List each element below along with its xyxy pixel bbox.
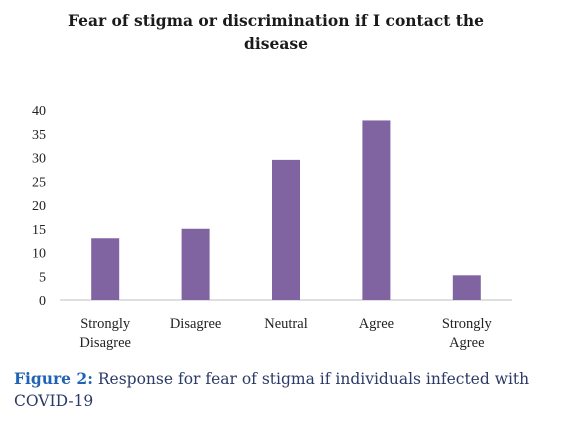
bar	[452, 275, 481, 300]
x-category-label: Disagree	[170, 316, 222, 332]
y-tick-label: 0	[39, 294, 46, 309]
bar	[362, 120, 391, 300]
bar-chart: Fear of stigma or discrimination if I co…	[32, 11, 512, 351]
bar	[181, 228, 210, 300]
x-axis-categories: Strongly Disagree Disagree Neutral Agree Stro…	[79, 316, 492, 351]
bars	[91, 120, 481, 300]
chart-title: Fear of stigma or discrimination if I co…	[68, 11, 484, 53]
y-tick-label: 40	[32, 104, 46, 119]
y-tick-label: 25	[32, 175, 46, 190]
y-tick-label: 15	[32, 223, 46, 238]
y-tick-label: 5	[39, 270, 46, 285]
x-category-label: Strongly	[442, 316, 493, 332]
x-category-label: Strongly	[80, 316, 131, 332]
figure-caption: Figure 2: Response for fear of stigma if…	[14, 368, 574, 412]
x-category-label: Disagree	[79, 335, 131, 351]
x-category-label: Neutral	[264, 316, 307, 332]
bar	[272, 159, 300, 300]
y-tick-label: 20	[32, 199, 46, 214]
chart-title-line: disease	[244, 34, 308, 53]
y-tick-label: 35	[32, 128, 46, 143]
x-category-label: Agree	[359, 316, 394, 332]
chart-title-line: Fear of stigma or discrimination if I co…	[68, 11, 484, 30]
y-tick-label: 10	[32, 247, 46, 262]
figure-caption-text: Response for fear of stigma if individua…	[14, 370, 530, 410]
x-category-label: Agree	[449, 335, 484, 351]
y-axis-ticks: 0 5 10 15 20 25 30 35 40	[32, 104, 46, 309]
bar	[91, 238, 120, 300]
figure-label: Figure 2:	[14, 369, 93, 388]
y-tick-label: 30	[32, 152, 46, 167]
